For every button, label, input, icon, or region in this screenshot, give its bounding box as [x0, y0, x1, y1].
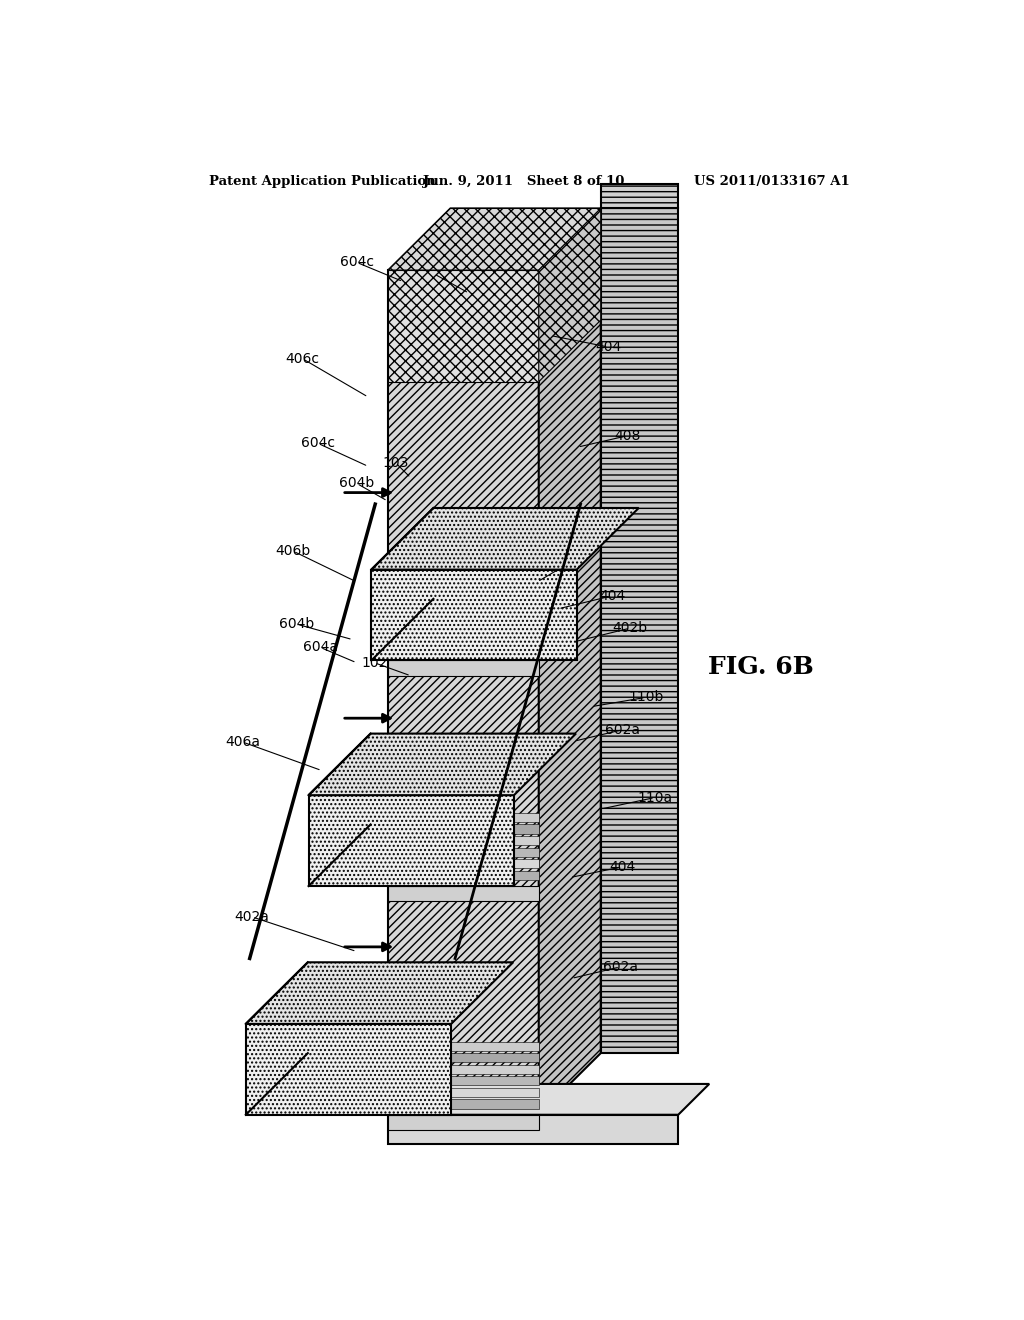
Polygon shape [388, 1114, 539, 1130]
Polygon shape [388, 209, 601, 271]
Polygon shape [388, 813, 539, 822]
Polygon shape [246, 1024, 452, 1114]
Text: 604a: 604a [303, 640, 338, 655]
Polygon shape [388, 645, 539, 655]
Polygon shape [388, 1076, 539, 1085]
Polygon shape [388, 1114, 678, 1144]
Text: 604c: 604c [301, 437, 335, 450]
Polygon shape [388, 1041, 539, 1051]
Text: Patent Application Publication: Patent Application Publication [209, 176, 436, 187]
Text: 602a: 602a [605, 723, 640, 737]
Text: 402a: 402a [234, 909, 269, 924]
Text: 404: 404 [609, 859, 636, 874]
Polygon shape [388, 871, 539, 880]
Text: Jun. 9, 2011   Sheet 8 of 10: Jun. 9, 2011 Sheet 8 of 10 [423, 176, 624, 187]
Polygon shape [388, 825, 539, 834]
Polygon shape [539, 209, 601, 381]
Text: 104: 104 [545, 562, 571, 577]
Polygon shape [388, 1084, 710, 1114]
Text: 110b: 110b [628, 690, 664, 705]
Polygon shape [372, 570, 577, 660]
Polygon shape [246, 962, 513, 1024]
Polygon shape [388, 209, 601, 271]
Polygon shape [388, 1088, 539, 1097]
Text: FIG. 6B: FIG. 6B [708, 655, 813, 678]
Text: 105: 105 [421, 267, 447, 281]
Text: 110a: 110a [637, 791, 673, 804]
Polygon shape [388, 847, 539, 857]
Polygon shape [388, 599, 539, 609]
Polygon shape [308, 795, 514, 886]
Text: 406b: 406b [275, 544, 310, 558]
Text: 406c: 406c [286, 351, 319, 366]
Polygon shape [388, 836, 539, 845]
Polygon shape [601, 209, 678, 1053]
Text: 404: 404 [599, 589, 626, 603]
Polygon shape [388, 622, 539, 631]
Polygon shape [388, 1065, 539, 1074]
Polygon shape [388, 610, 539, 619]
Polygon shape [388, 859, 539, 869]
Text: 404: 404 [595, 341, 622, 354]
Text: 602a: 602a [603, 960, 638, 974]
Text: 408: 408 [614, 429, 641, 442]
Text: 406a: 406a [225, 735, 260, 748]
Polygon shape [388, 660, 539, 676]
Polygon shape [308, 734, 575, 795]
Text: 604b: 604b [280, 618, 314, 631]
Text: 402b: 402b [612, 622, 648, 635]
Polygon shape [601, 183, 678, 209]
Polygon shape [388, 271, 539, 381]
Polygon shape [372, 508, 639, 570]
Polygon shape [388, 587, 539, 597]
Text: 604b: 604b [339, 477, 374, 490]
Polygon shape [388, 271, 539, 1114]
Polygon shape [388, 886, 539, 902]
Polygon shape [388, 1100, 539, 1109]
Polygon shape [539, 209, 601, 1114]
Polygon shape [388, 1053, 539, 1063]
Text: US 2011/0133167 A1: US 2011/0133167 A1 [693, 176, 850, 187]
Text: 604c: 604c [340, 255, 374, 269]
Polygon shape [388, 634, 539, 643]
Text: 103: 103 [382, 455, 409, 470]
Text: 102: 102 [361, 656, 388, 669]
